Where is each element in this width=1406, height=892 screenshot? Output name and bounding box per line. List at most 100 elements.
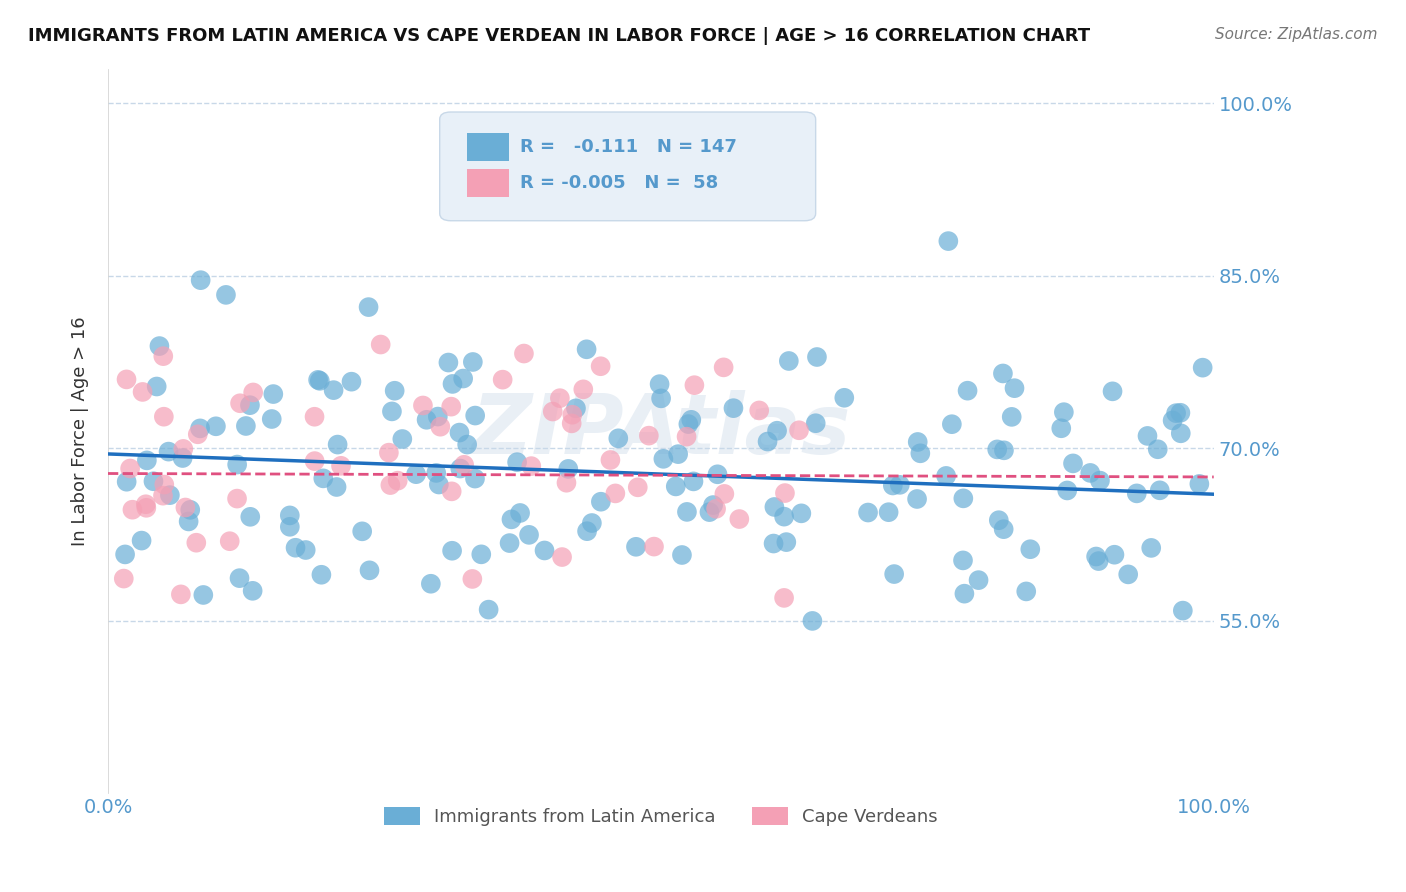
Point: [756, 434, 779, 449]
Point: [159, 488, 181, 502]
Point: [1062, 457, 1084, 471]
Point: [419, 576, 441, 591]
Point: [190, 273, 212, 287]
Point: [135, 500, 157, 515]
Text: Source: ZipAtlas.com: Source: ZipAtlas.com: [1215, 27, 1378, 42]
Point: [936, 234, 959, 248]
Point: [193, 588, 215, 602]
Legend: Immigrants from Latin America, Cape Verdeans: Immigrants from Latin America, Cape Verd…: [374, 797, 948, 835]
Text: R =   -0.111   N = 147: R = -0.111 N = 147: [520, 137, 737, 156]
Point: [172, 450, 194, 465]
Point: [425, 466, 447, 480]
Point: [589, 494, 612, 508]
Point: [278, 508, 301, 523]
Point: [555, 475, 578, 490]
Point: [148, 339, 170, 353]
Point: [513, 346, 536, 360]
Point: [322, 383, 344, 397]
Point: [152, 349, 174, 363]
Point: [1088, 474, 1111, 488]
Point: [650, 392, 672, 406]
Point: [702, 498, 724, 512]
Point: [235, 419, 257, 434]
Point: [387, 474, 409, 488]
Point: [801, 614, 824, 628]
Point: [115, 475, 138, 489]
Point: [1050, 421, 1073, 435]
Point: [1004, 381, 1026, 395]
Point: [648, 377, 671, 392]
Point: [177, 515, 200, 529]
Point: [239, 509, 262, 524]
Point: [599, 453, 621, 467]
Y-axis label: In Labor Force | Age > 16: In Labor Force | Age > 16: [72, 316, 89, 546]
Point: [115, 372, 138, 386]
Point: [987, 513, 1010, 527]
Point: [239, 398, 262, 412]
Point: [832, 391, 855, 405]
Point: [1146, 442, 1168, 457]
FancyBboxPatch shape: [467, 169, 509, 197]
Point: [478, 602, 501, 616]
Point: [304, 409, 326, 424]
Point: [1188, 477, 1211, 491]
Point: [384, 384, 406, 398]
Point: [652, 451, 675, 466]
FancyBboxPatch shape: [467, 133, 509, 161]
Point: [325, 480, 347, 494]
Point: [775, 535, 797, 549]
Point: [624, 540, 647, 554]
Point: [242, 385, 264, 400]
Point: [152, 489, 174, 503]
Point: [1078, 466, 1101, 480]
Point: [1015, 584, 1038, 599]
Point: [170, 587, 193, 601]
Point: [665, 479, 688, 493]
Point: [145, 379, 167, 393]
Point: [179, 503, 201, 517]
Point: [381, 404, 404, 418]
Point: [1001, 409, 1024, 424]
Point: [187, 427, 209, 442]
Point: [135, 453, 157, 467]
Point: [1136, 429, 1159, 443]
Point: [284, 541, 307, 555]
Point: [607, 431, 630, 445]
Point: [986, 442, 1008, 457]
Point: [713, 487, 735, 501]
Point: [112, 572, 135, 586]
Point: [548, 391, 571, 405]
Point: [215, 288, 238, 302]
Point: [294, 543, 316, 558]
Point: [910, 446, 932, 460]
Point: [790, 506, 813, 520]
Point: [157, 444, 180, 458]
Point: [605, 486, 627, 500]
Point: [440, 484, 463, 499]
Text: ZIPAtlas: ZIPAtlas: [471, 391, 851, 472]
Point: [308, 374, 330, 388]
Point: [1191, 360, 1213, 375]
Point: [437, 355, 460, 369]
Point: [278, 520, 301, 534]
Point: [953, 587, 976, 601]
Point: [226, 491, 249, 506]
Point: [1087, 554, 1109, 568]
Point: [464, 472, 486, 486]
Point: [153, 477, 176, 491]
Point: [312, 471, 335, 485]
Point: [889, 478, 911, 492]
Point: [806, 350, 828, 364]
Point: [352, 524, 374, 539]
Point: [762, 536, 785, 550]
Point: [877, 505, 900, 519]
Point: [415, 413, 437, 427]
Point: [357, 300, 380, 314]
Point: [952, 553, 974, 567]
Point: [581, 516, 603, 530]
Point: [1126, 486, 1149, 500]
Point: [451, 371, 474, 385]
Point: [882, 478, 904, 492]
Point: [905, 491, 928, 506]
Point: [773, 591, 796, 605]
